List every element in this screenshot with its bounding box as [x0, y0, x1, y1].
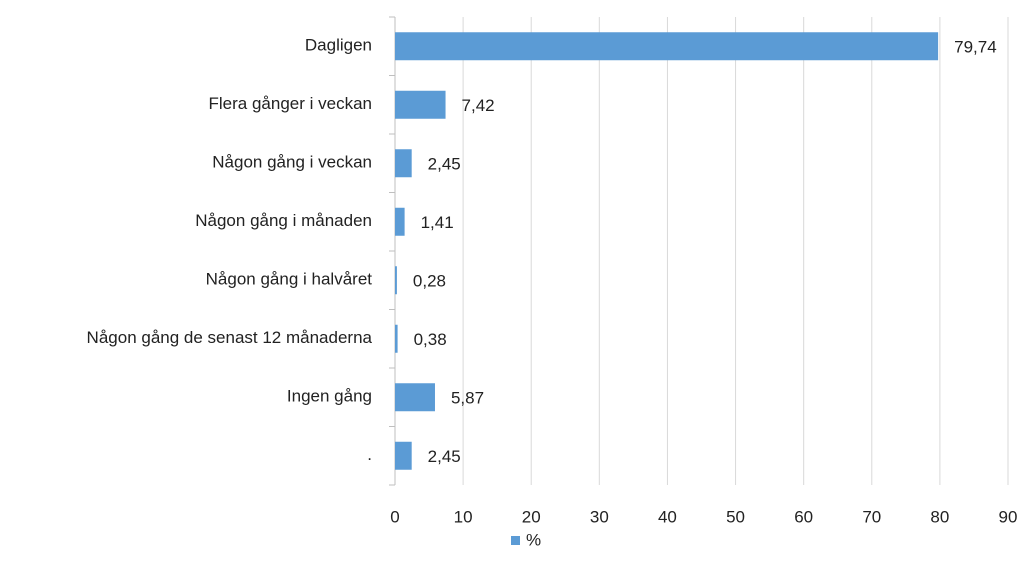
bar	[395, 32, 939, 61]
x-tick-label: 10	[454, 507, 473, 526]
bar	[395, 383, 435, 412]
x-tick-label: 90	[999, 507, 1018, 526]
bar	[395, 441, 412, 470]
y-tick-label: Någon gång i veckan	[212, 153, 372, 172]
data-label: 0,38	[414, 330, 447, 349]
x-tick-label: 70	[862, 507, 881, 526]
y-tick-label: Flera gånger i veckan	[209, 94, 372, 113]
bar	[395, 266, 397, 295]
x-tick-label: 20	[522, 507, 541, 526]
bar	[395, 324, 398, 353]
data-label: 79,74	[954, 38, 997, 57]
y-tick-label: Någon gång de senast 12 månaderna	[87, 328, 373, 347]
x-tick-label: 50	[726, 507, 745, 526]
bar	[395, 207, 405, 236]
y-tick-label: Dagligen	[305, 36, 372, 55]
x-tick-label: 0	[390, 507, 399, 526]
data-label: 2,45	[428, 155, 461, 174]
data-label: 2,45	[428, 447, 461, 466]
bar	[395, 149, 412, 178]
x-tick-label: 60	[794, 507, 813, 526]
y-tick-label: Någon gång i månaden	[195, 211, 372, 230]
legend-label: %	[526, 530, 541, 549]
x-tick-label: 40	[658, 507, 677, 526]
data-label: 0,28	[413, 272, 446, 291]
y-tick-label: Någon gång i halvåret	[206, 270, 373, 289]
data-label: 7,42	[462, 96, 495, 115]
bar	[395, 90, 446, 119]
data-label: 5,87	[451, 389, 484, 408]
y-tick-label: Ingen gång	[287, 387, 372, 406]
x-tick-label: 30	[590, 507, 609, 526]
y-tick-label: .	[367, 445, 372, 464]
legend-swatch	[511, 536, 520, 545]
data-label: 1,41	[421, 213, 454, 232]
x-tick-label: 80	[930, 507, 949, 526]
